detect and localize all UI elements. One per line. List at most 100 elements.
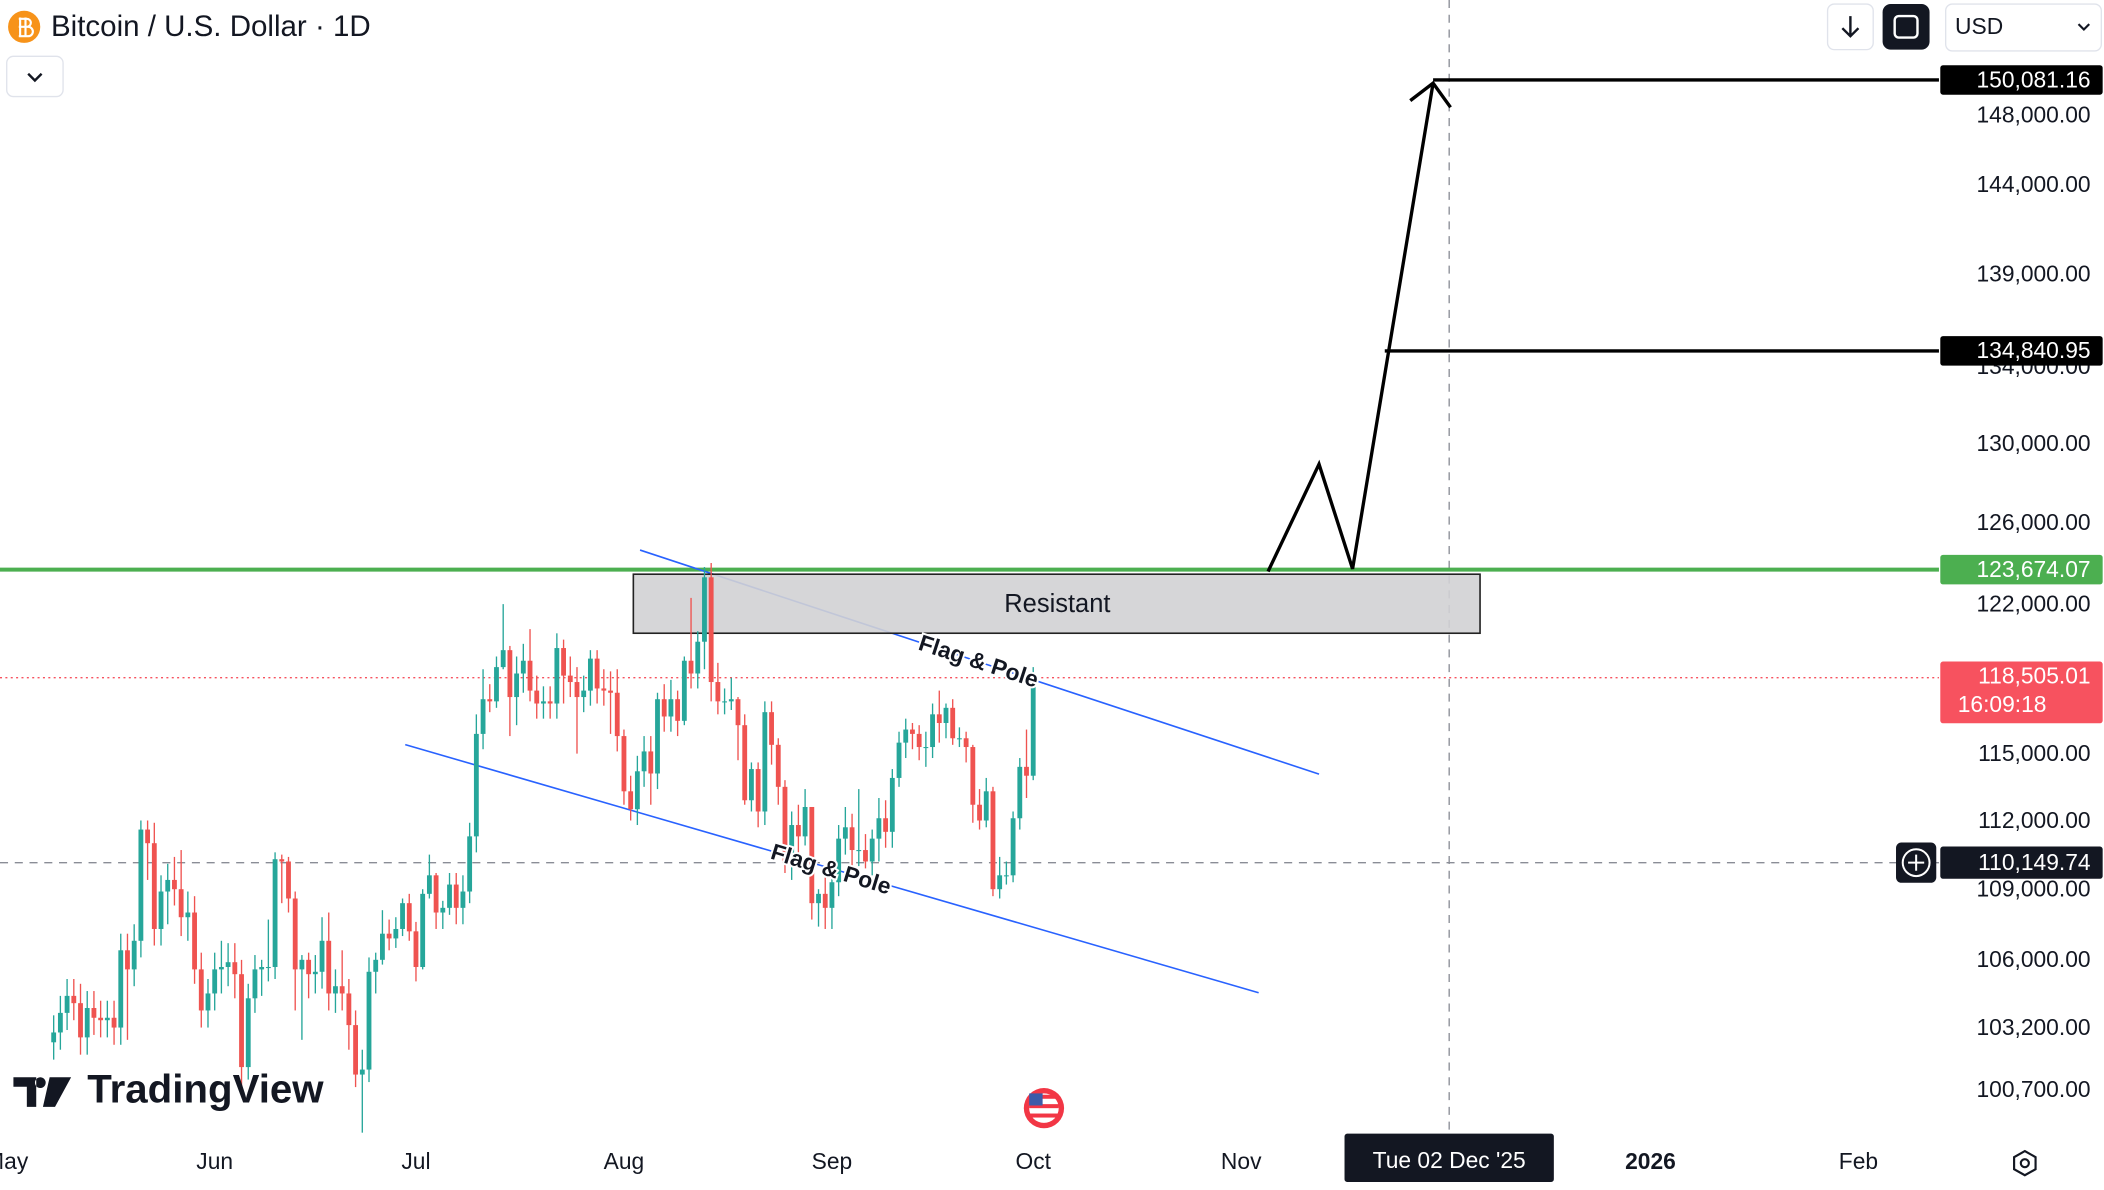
candle-body xyxy=(782,786,788,864)
candle-body xyxy=(601,688,607,691)
candle-body xyxy=(655,699,660,774)
x-tick-label: Sep xyxy=(812,1148,853,1174)
collapse-button[interactable] xyxy=(6,55,64,98)
candle-body xyxy=(990,791,996,890)
candle-body xyxy=(386,933,392,939)
currency-select[interactable] xyxy=(1944,3,2102,52)
flag-stripe xyxy=(1029,1113,1059,1118)
candle-body xyxy=(467,836,473,892)
y-tick-label: 130,000.00 xyxy=(1976,430,2090,456)
candle-body xyxy=(889,777,895,832)
candle-body xyxy=(272,859,278,967)
last-price-box xyxy=(1940,661,2103,724)
zone-label: Resistant xyxy=(1004,590,1110,618)
candles xyxy=(51,562,1036,1133)
candle-body xyxy=(232,962,238,975)
y-tick-label: 112,000.00 xyxy=(1978,807,2090,833)
candle-body xyxy=(634,771,640,810)
candle-body xyxy=(681,660,687,721)
candle-body xyxy=(856,850,862,852)
candle-body xyxy=(279,859,285,862)
candle-body xyxy=(1017,766,1023,819)
candle-body xyxy=(896,742,902,778)
chart-title: Bitcoin / U.S. Dollar · 1D xyxy=(51,10,371,43)
y-tick-label: 122,000.00 xyxy=(1976,590,2090,616)
candle-body xyxy=(91,1008,97,1018)
candle-body xyxy=(943,707,949,724)
x-tick-label: Aug xyxy=(604,1148,645,1174)
candle-body xyxy=(473,733,479,837)
candle-body xyxy=(983,791,989,821)
candle-body xyxy=(722,701,728,703)
candle-body xyxy=(950,707,956,739)
resistance-zone xyxy=(632,573,1481,635)
candle-body xyxy=(775,744,781,787)
candle-body xyxy=(205,993,211,1011)
candle-body xyxy=(138,829,144,941)
candle-body xyxy=(936,714,942,724)
candle-body xyxy=(520,660,526,674)
fullscreen-button[interactable] xyxy=(1882,4,1930,50)
candle-body xyxy=(400,903,405,929)
candle-body xyxy=(433,875,439,913)
candle-body xyxy=(292,898,298,970)
price-label-box xyxy=(1940,336,2103,366)
projection-arrowhead xyxy=(1409,80,1452,109)
candle-body xyxy=(587,658,593,691)
candle-body xyxy=(561,648,566,676)
x-tick-label: May xyxy=(0,1148,29,1174)
candle-body xyxy=(98,1017,104,1021)
level-layer xyxy=(0,0,1939,1134)
candle-body xyxy=(507,650,513,698)
candle-body xyxy=(574,682,580,698)
settings-icon[interactable] xyxy=(2013,1149,2037,1177)
y-tick-label: 115,000.00 xyxy=(1978,740,2090,766)
candle-body xyxy=(1010,818,1016,876)
y-tick-label: 148,000.00 xyxy=(1976,102,2090,128)
candle-body xyxy=(1030,677,1036,776)
candle-body xyxy=(842,827,848,839)
candle-body xyxy=(165,879,171,892)
flag-stripe xyxy=(1029,1104,1059,1109)
candle-body xyxy=(836,838,842,883)
candle-body xyxy=(715,682,721,702)
candle-body xyxy=(413,931,419,967)
candle-body xyxy=(735,699,741,726)
candle-body xyxy=(702,577,707,642)
candle-body xyxy=(225,962,231,967)
candle-body xyxy=(594,658,600,689)
y-tick-label: 109,000.00 xyxy=(1976,876,2090,902)
countdown-label: 16:09:18 xyxy=(1958,691,2047,717)
candle-body xyxy=(728,699,734,702)
settings-icon-center xyxy=(2019,1158,2030,1169)
candle-body xyxy=(71,995,77,1004)
x-tick-label: Feb xyxy=(1839,1148,1878,1174)
crosshair-date-box xyxy=(1344,1133,1554,1182)
candle-body xyxy=(648,751,654,774)
candle-body xyxy=(151,843,157,929)
candle-body xyxy=(977,804,982,821)
candle-body xyxy=(742,725,748,801)
candle-body xyxy=(567,675,573,683)
y-tick-label: 144,000.00 xyxy=(1976,171,2090,197)
candle-body xyxy=(762,712,768,812)
candle-body xyxy=(581,690,587,698)
candle-body xyxy=(883,818,889,832)
candle-body xyxy=(541,701,546,704)
candle-body xyxy=(265,966,271,969)
candle-body xyxy=(527,660,533,691)
add-alert-icon xyxy=(1901,848,1931,878)
crosshair-date-label: Tue 02 Dec '25 xyxy=(1373,1147,1526,1173)
candle-body xyxy=(319,940,325,972)
candle-body xyxy=(910,729,915,734)
candle-body xyxy=(84,1008,90,1038)
candle-body xyxy=(51,1032,57,1043)
candle-body xyxy=(312,971,318,975)
price-label-box xyxy=(1940,554,2103,585)
price-label: 150,081.16 xyxy=(1976,66,2090,92)
chevron xyxy=(2077,23,2090,32)
candle-body xyxy=(621,736,627,792)
download-icon xyxy=(1841,16,1860,38)
axis-layer: 148,000.00144,000.00139,000.00134,000.00… xyxy=(0,65,2103,1182)
candle-body xyxy=(963,738,969,748)
